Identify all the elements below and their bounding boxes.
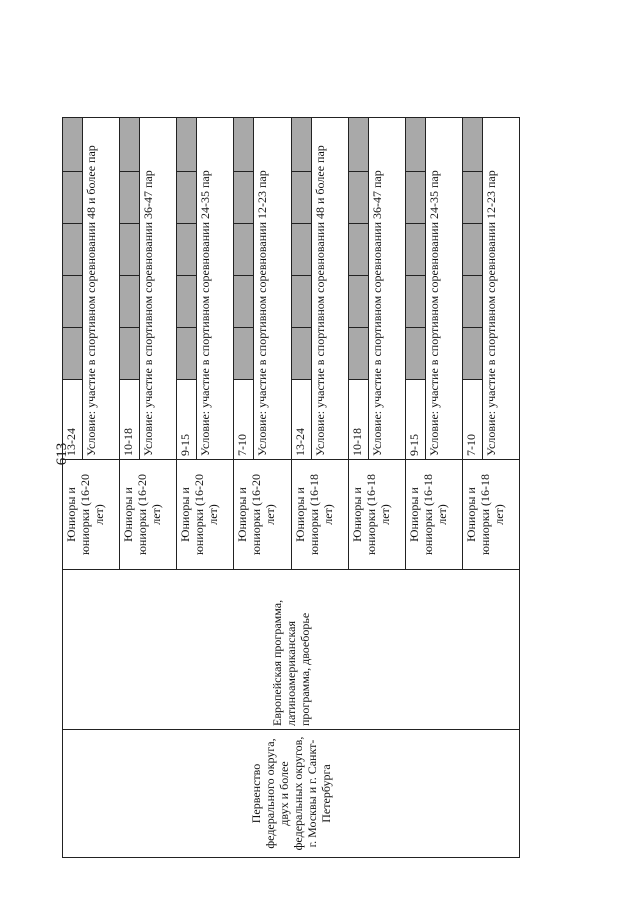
age-cell: Юниоры и юниорки (16-20 лет): [62, 459, 120, 570]
grey-cell: [176, 275, 197, 328]
grey-cell: [62, 327, 83, 380]
age-cell: Юниоры и юниорки (16-20 лет): [119, 459, 177, 570]
grey-cell: [462, 171, 483, 224]
condition-cell: Условие: участие в спортивном соревнован…: [482, 117, 520, 460]
grey-cell: [291, 117, 311, 172]
grey-cell: [405, 275, 426, 328]
program-cell: Европейская программа, латиноамериканска…: [62, 569, 520, 730]
age-cell: Юниоры и юниорки (16-18 лет): [462, 459, 520, 570]
grey-cell: [462, 117, 483, 172]
grey-cell: [462, 223, 483, 276]
age-cell: Юниоры и юниорки (16-18 лет): [405, 459, 463, 570]
number-cell: 9-15: [405, 379, 426, 460]
age-cell: Юниоры и юниорки (16-18 лет): [348, 459, 406, 570]
grey-cell: [176, 117, 197, 172]
grey-cell: [405, 327, 426, 380]
grey-cell: [119, 223, 140, 276]
grey-cell: [405, 171, 426, 224]
grey-cell: [62, 223, 83, 276]
grey-cell: [119, 275, 140, 328]
grey-cell: [176, 171, 197, 224]
grey-cell: [348, 327, 369, 380]
grey-cell: [176, 223, 197, 276]
grey-cell: [62, 117, 83, 172]
condition-cell: Условие: участие в спортивном соревнован…: [139, 117, 177, 460]
condition-cell: Условие: участие в спортивном соревнован…: [425, 117, 463, 460]
grey-cell: [291, 171, 311, 224]
grey-cell: [462, 327, 483, 380]
table-body: Первенство федерального округа, двух и б…: [62, 117, 520, 858]
grey-cell: [233, 117, 254, 172]
grey-cell: [462, 275, 483, 328]
age-cell: Юниоры и юниорки (16-18 лет): [291, 459, 349, 570]
grey-cell: [233, 327, 254, 380]
age-cell: Юниоры и юниорки (16-20 лет): [176, 459, 234, 570]
number-cell: 13-24: [291, 379, 311, 460]
grey-cell: [405, 117, 426, 172]
number-cell: 10-18: [348, 379, 369, 460]
rotated-sheet: Первенство федерального округа, двух и б…: [62, 117, 520, 858]
condition-cell: Условие: участие в спортивном соревнован…: [368, 117, 406, 460]
grey-cell: [348, 117, 369, 172]
competition-cell: Первенство федерального округа, двух и б…: [62, 729, 520, 858]
grey-cell: [119, 117, 140, 172]
condition-cell: Условие: участие в спортивном соревнован…: [196, 117, 234, 460]
grey-cell: [291, 327, 311, 380]
grey-cell: [233, 171, 254, 224]
grey-cell: [348, 275, 369, 328]
grey-cell: [348, 223, 369, 276]
condition-cell: Условие: участие в спортивном соревнован…: [253, 117, 291, 460]
grey-cell: [233, 223, 254, 276]
number-cell: 9-15: [176, 379, 197, 460]
grey-cell: [62, 275, 83, 328]
table-row: Первенство федерального округа, двух и б…: [62, 117, 520, 858]
condition-cell: Условие: участие в спортивном соревнован…: [311, 117, 349, 460]
age-cell: Юниоры и юниорки (16-20 лет): [233, 459, 291, 570]
grey-cell: [348, 171, 369, 224]
table: Первенство федерального округа, двух и б…: [62, 117, 520, 858]
number-cell: 7-10: [233, 379, 254, 460]
grey-cell: [62, 171, 83, 224]
grey-cell: [291, 223, 311, 276]
condition-cell: Условие: участие в спортивном соревнован…: [82, 117, 120, 460]
grey-cell: [119, 327, 140, 380]
number-cell: 10-18: [119, 379, 140, 460]
number-cell: 7-10: [462, 379, 483, 460]
grey-cell: [119, 171, 140, 224]
grey-cell: [291, 275, 311, 328]
number-cell: 13-24: [62, 379, 83, 460]
grey-cell: [405, 223, 426, 276]
grey-cell: [233, 275, 254, 328]
grey-cell: [176, 327, 197, 380]
